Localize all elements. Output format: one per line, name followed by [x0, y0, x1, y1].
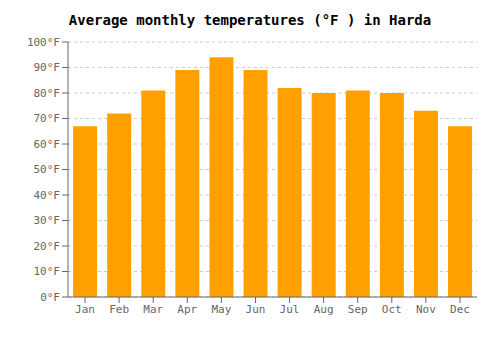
svg-text:40°F: 40°F [34, 189, 61, 202]
svg-text:Apr: Apr [177, 303, 197, 316]
svg-text:Mar: Mar [143, 303, 163, 316]
svg-text:Sep: Sep [348, 303, 368, 316]
svg-text:Dec: Dec [450, 303, 470, 316]
svg-text:80°F: 80°F [34, 87, 61, 100]
svg-text:10°F: 10°F [34, 265, 61, 278]
svg-text:30°F: 30°F [34, 214, 61, 227]
svg-text:Feb: Feb [109, 303, 129, 316]
svg-text:Jul: Jul [280, 303, 300, 316]
svg-text:Jun: Jun [246, 303, 266, 316]
svg-text:70°F: 70°F [34, 112, 61, 125]
svg-text:60°F: 60°F [34, 138, 61, 151]
html-text:Average monthly temperatures (: Average monthly temperatures (°F ) in Ha… [68, 12, 432, 28]
svg-text:Oct: Oct [382, 303, 402, 316]
svg-text:Aug: Aug [314, 303, 334, 316]
svg-text:50°F: 50°F [34, 163, 61, 176]
svg-text:20°F: 20°F [34, 240, 61, 253]
svg-text:Nov: Nov [416, 303, 436, 316]
svg-text:Jan: Jan [75, 303, 95, 316]
svg-text:100°F: 100°F [27, 36, 60, 49]
svg-text:0°F: 0°F [40, 291, 60, 304]
svg-text:90°F: 90°F [34, 61, 61, 74]
svg-text:May: May [211, 303, 231, 316]
